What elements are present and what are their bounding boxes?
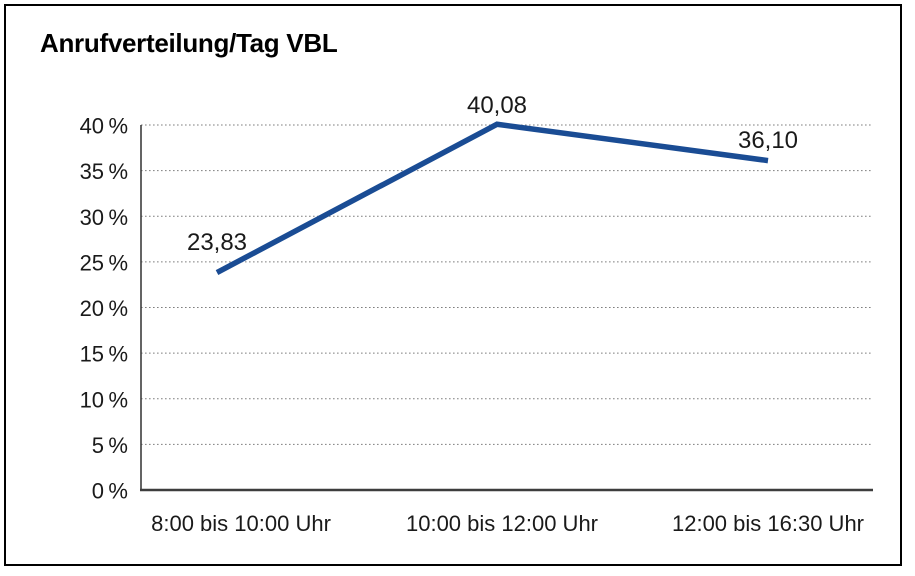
data-point-label: 23,83	[187, 229, 247, 256]
y-tick-label: 15 %	[80, 342, 128, 367]
y-tick-label: 25 %	[80, 250, 128, 275]
y-tick-label: 40 %	[80, 114, 128, 139]
chart-title: Anrufverteilung/Tag VBL	[40, 28, 338, 58]
x-tick-label: 8:00 bis 10:00 Uhr	[151, 511, 331, 536]
x-tick-label: 10:00 bis 12:00 Uhr	[406, 511, 598, 536]
x-tick-label: 12:00 bis 16:30 Uhr	[672, 511, 864, 536]
data-point-label: 40,08	[467, 92, 527, 119]
data-line	[215, 121, 769, 275]
y-tick-label: 10 %	[80, 387, 128, 412]
y-tick-label: 35 %	[80, 159, 128, 184]
y-tick-label: 30 %	[80, 205, 128, 230]
y-tick-label: 20 %	[80, 296, 128, 321]
y-tick-label: 0 %	[92, 479, 128, 504]
data-point-label: 36,10	[738, 127, 798, 154]
chart-frame	[4, 4, 902, 566]
y-tick-label: 5 %	[92, 433, 128, 458]
